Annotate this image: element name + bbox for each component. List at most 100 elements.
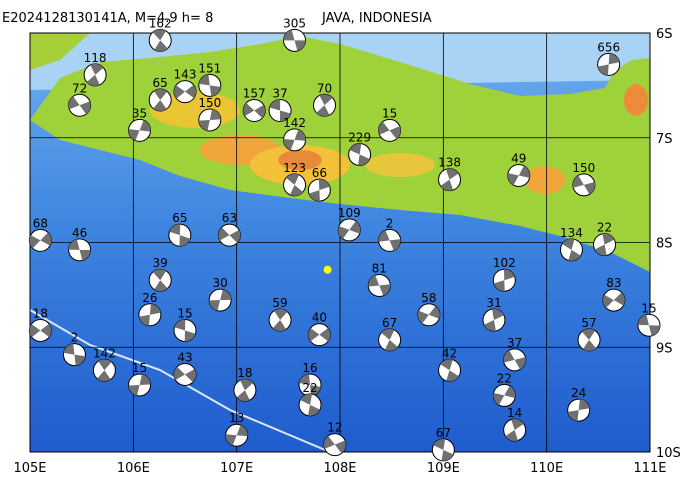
- beachball-quadrant: [567, 399, 590, 422]
- depth-label: 39: [153, 256, 168, 270]
- y-tick-label: 9S: [656, 341, 673, 356]
- beachball-quadrant: [209, 289, 232, 311]
- depth-label: 22: [497, 371, 512, 385]
- depth-label: 65: [172, 211, 187, 225]
- depth-label: 68: [33, 216, 48, 230]
- beachball-quadrant: [153, 89, 168, 112]
- x-tick-label: 105E: [13, 461, 46, 476]
- depth-label: 58: [421, 291, 436, 305]
- beachball-quadrant: [594, 233, 615, 256]
- beachball-quadrant: [68, 96, 91, 115]
- highland: [624, 84, 648, 116]
- depth-label: 49: [511, 151, 526, 165]
- depth-label: 67: [436, 426, 451, 440]
- beachball-quadrant: [323, 435, 346, 454]
- depth-label: 142: [283, 116, 306, 130]
- depth-label: 142: [93, 346, 116, 360]
- beachball-quadrant: [581, 328, 597, 351]
- x-tick-label: 106E: [117, 461, 150, 476]
- beachball-quadrant: [97, 359, 112, 382]
- beachball-quadrant: [507, 165, 530, 186]
- depth-label: 35: [132, 106, 147, 120]
- beachball-quadrant: [169, 224, 191, 247]
- beachball-quadrant: [68, 239, 91, 261]
- beachball-quadrant: [29, 323, 52, 338]
- depth-label: 14: [507, 406, 522, 420]
- x-tick-label: 108E: [323, 461, 356, 476]
- depth-label: 13: [229, 411, 244, 425]
- depth-label: 59: [272, 296, 287, 310]
- trench-line: [30, 309, 331, 452]
- beachball-quadrant: [218, 227, 241, 244]
- depth-label: 15: [641, 301, 656, 315]
- beachball-quadrant: [139, 303, 161, 326]
- depth-label: 18: [33, 306, 48, 320]
- x-tick-label: 107E: [220, 461, 253, 476]
- beachball-quadrant: [152, 269, 168, 292]
- beachball-quadrant: [86, 63, 104, 86]
- depth-label: 40: [312, 311, 327, 325]
- depth-label: 12: [327, 421, 342, 435]
- y-tick-label: 10S: [656, 446, 681, 461]
- depth-label: 123: [283, 161, 306, 175]
- depth-label: 46: [72, 226, 87, 240]
- beachball-quadrant: [308, 179, 330, 202]
- depth-label: 37: [272, 87, 287, 101]
- depth-label: 2: [386, 216, 394, 230]
- beachball-quadrant: [368, 275, 391, 296]
- depth-label: 18: [237, 366, 252, 380]
- depth-label: 66: [312, 166, 327, 180]
- depth-label: 102: [493, 256, 516, 270]
- beachball-quadrant: [128, 374, 151, 396]
- y-tick-label: 7S: [656, 132, 673, 147]
- depth-label: 15: [132, 361, 147, 375]
- highland: [525, 166, 565, 194]
- beachball-quadrant: [299, 374, 321, 396]
- beachball-quadrant: [283, 129, 306, 151]
- depth-label: 70: [317, 81, 332, 95]
- beachball-quadrant: [152, 29, 168, 52]
- depth-label: 229: [348, 131, 371, 145]
- depth-label: 24: [571, 386, 586, 400]
- beachball-quadrant: [174, 366, 196, 383]
- depth-label: 65: [153, 76, 168, 90]
- beachball-quadrant: [349, 143, 370, 166]
- depth-label: 118: [84, 51, 107, 65]
- depth-label: 16: [302, 361, 317, 375]
- depth-label: 143: [174, 68, 197, 82]
- beachball-quadrant: [597, 53, 620, 76]
- beachball-quadrant: [198, 109, 221, 131]
- depth-label: 81: [372, 261, 387, 275]
- depth-label: 150: [572, 161, 595, 175]
- depth-label: 150: [198, 96, 221, 110]
- beachball-quadrant: [493, 269, 515, 292]
- beachball-quadrant: [378, 230, 401, 251]
- beachball-quadrant: [198, 74, 221, 97]
- depth-label: 22: [302, 381, 317, 395]
- beachball-quadrant: [378, 121, 401, 140]
- beachball-quadrant: [602, 292, 625, 308]
- depth-label: 162: [149, 16, 172, 30]
- beachball-quadrant: [300, 393, 320, 416]
- depth-label: 151: [198, 61, 221, 75]
- depth-label: 31: [486, 296, 501, 310]
- depth-label: 157: [243, 87, 266, 101]
- x-tick-label: 110E: [530, 461, 563, 476]
- highland: [365, 153, 435, 177]
- highland: [278, 150, 322, 170]
- beachball-quadrant: [243, 102, 266, 119]
- beachball-quadrant: [505, 419, 524, 442]
- depth-label: 37: [507, 336, 522, 350]
- depth-label: 83: [606, 276, 621, 290]
- beachball-quadrant: [269, 99, 291, 122]
- depth-label: 63: [222, 211, 237, 225]
- beachball-quadrant: [128, 120, 151, 141]
- depth-label: 134: [560, 226, 583, 240]
- depth-label: 2: [71, 331, 79, 345]
- depth-label: 43: [177, 350, 192, 364]
- beachball-quadrant: [637, 314, 660, 336]
- beachball-quadrant: [338, 221, 361, 239]
- region: JAVA, INDONESIA: [321, 11, 432, 26]
